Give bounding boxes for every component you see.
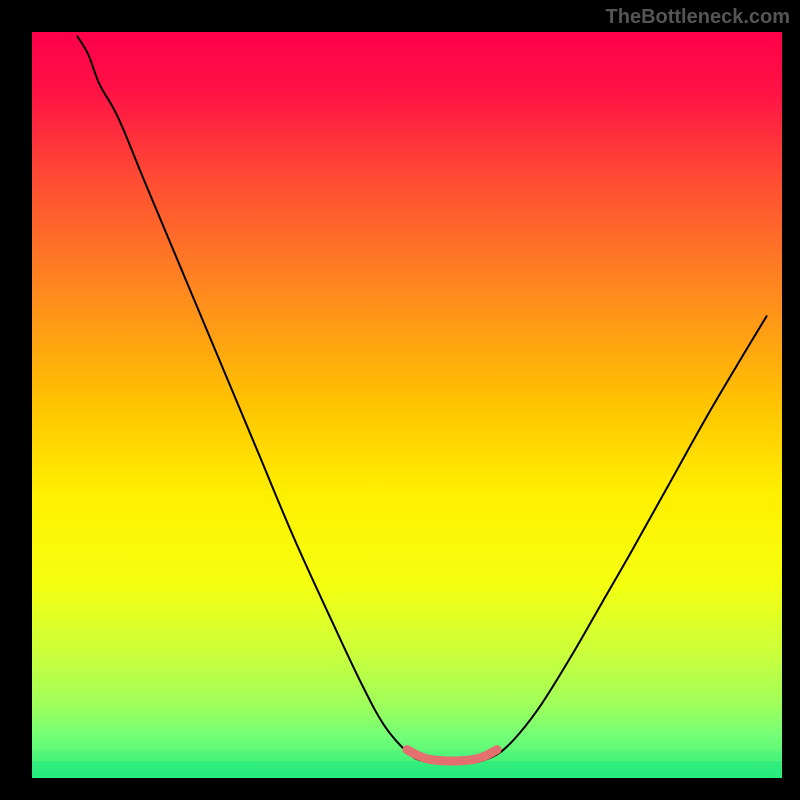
- frame-right: [782, 0, 800, 800]
- chart-svg: [0, 0, 800, 800]
- bottleneck-chart: TheBottleneck.com: [0, 0, 800, 800]
- frame-bottom: [0, 778, 800, 800]
- watermark-text: TheBottleneck.com: [606, 6, 790, 29]
- chart-background: [32, 32, 782, 778]
- frame-left: [0, 0, 32, 800]
